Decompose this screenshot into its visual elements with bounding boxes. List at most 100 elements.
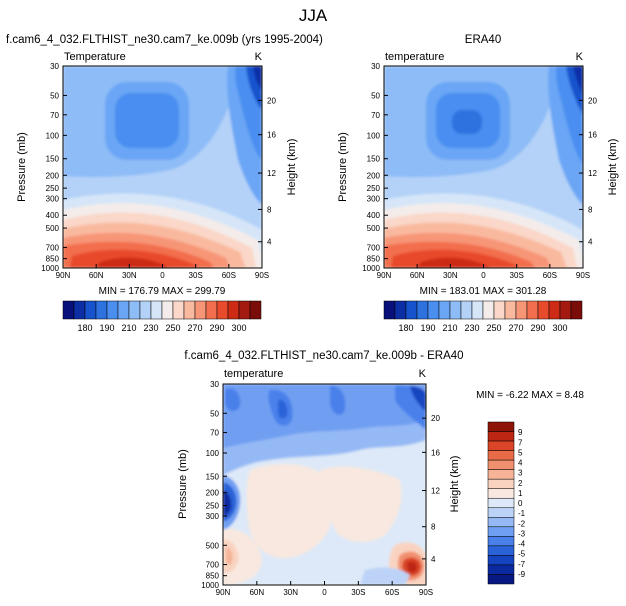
y-tick-label: 30	[210, 380, 219, 389]
contour-band	[410, 386, 426, 412]
colorbar-swatch	[161, 300, 174, 320]
y-tick-label: 70	[50, 111, 59, 120]
y-tick-label: 30	[371, 62, 380, 71]
colorbar-label: 290	[209, 323, 224, 333]
panel-title: f.cam6_4_032.FLTHIST_ne30.cam7_ke.009b -…	[184, 350, 463, 362]
min-max-text: MIN = -6.22 MAX = 8.48	[476, 390, 584, 401]
colorbar-label: 3	[518, 469, 523, 478]
colorbar-label: -3	[518, 529, 526, 538]
y-tick-label: 1000	[41, 264, 59, 273]
colorbar-label: 4	[518, 459, 523, 468]
y2-axis-label: Height (km)	[449, 456, 461, 513]
colorbar-swatch	[487, 421, 515, 432]
panel-title: ERA40	[465, 34, 501, 46]
panel-variable-label: temperature	[224, 368, 283, 380]
colorbar-swatch	[416, 300, 429, 320]
y-axis-label: Pressure (mb)	[337, 132, 349, 202]
y2-tick-label: 20	[588, 96, 597, 105]
y2-tick-label: 12	[267, 169, 276, 178]
panel-model: f.cam6_4_032.FLTHIST_ne30.cam7_ke.009b (…	[6, 34, 323, 333]
y-tick-label: 150	[46, 155, 60, 164]
colorbar-swatch	[559, 300, 572, 320]
contour-band	[246, 464, 332, 559]
y-tick-label: 850	[206, 572, 220, 581]
y-tick-label: 250	[367, 184, 381, 193]
x-tick-label: 30N	[122, 271, 137, 280]
y2-tick-label: 20	[431, 414, 440, 423]
colorbar-swatch	[548, 300, 561, 320]
contour-band	[573, 66, 583, 95]
colorbar-label: 2	[518, 479, 523, 488]
colorbar-swatch	[504, 300, 517, 320]
colorbar-swatch	[493, 300, 506, 320]
contour-band	[115, 93, 179, 148]
colorbar-label: 5	[518, 448, 523, 457]
colorbar-swatch	[73, 300, 86, 320]
colorbar-label: 1	[518, 489, 523, 498]
y2-tick-label: 16	[588, 131, 597, 140]
colorbar-swatch	[95, 300, 108, 320]
panel-difference: f.cam6_4_032.FLTHIST_ne30.cam7_ke.009b -…	[177, 350, 584, 597]
colorbar-swatch	[249, 300, 262, 320]
colorbar-label: -1	[518, 509, 526, 518]
colorbar-swatch	[487, 450, 515, 461]
colorbar-label: -9	[518, 570, 526, 579]
colorbar-label: 9	[518, 428, 523, 437]
colorbar-swatch	[487, 507, 515, 518]
y-tick-label: 300	[367, 195, 381, 204]
x-tick-label: 30S	[351, 588, 365, 597]
contour-band	[278, 399, 288, 419]
colorbar-swatch	[487, 469, 515, 480]
y-tick-label: 500	[46, 224, 60, 233]
colorbar-swatch	[238, 300, 251, 320]
contour-band	[223, 490, 232, 516]
contour-field	[384, 66, 583, 268]
colorbar-label: 270	[508, 323, 523, 333]
colorbar-swatch	[128, 300, 141, 320]
y2-tick-label: 4	[267, 238, 272, 247]
y-tick-label: 250	[46, 184, 60, 193]
y-tick-label: 1000	[362, 264, 380, 273]
colorbar-swatch	[487, 488, 515, 499]
colorbar-swatch	[487, 497, 515, 509]
x-tick-label: 60N	[410, 271, 425, 280]
y2-tick-label: 20	[267, 96, 276, 105]
panel-unit-label: K	[419, 368, 427, 380]
colorbar-label: 300	[552, 323, 567, 333]
x-tick-label: 0	[322, 588, 327, 597]
x-tick-label: 90S	[576, 271, 590, 280]
colorbar-swatch	[62, 300, 75, 320]
contour-band	[452, 110, 482, 134]
y2-tick-label: 4	[431, 555, 436, 564]
colorbar-swatch	[150, 300, 163, 320]
colorbar-label: 300	[231, 323, 246, 333]
colorbar-label: 230	[464, 323, 479, 333]
x-tick-label: 0	[160, 271, 165, 280]
colorbar-label: 250	[486, 323, 501, 333]
min-max-text: MIN = 183.01 MAX = 301.28	[420, 286, 547, 297]
y-tick-label: 50	[50, 91, 59, 100]
colorbar-swatch	[487, 526, 515, 537]
colorbar-swatch	[487, 574, 515, 585]
y2-tick-label: 8	[588, 205, 593, 214]
colorbar-swatch	[487, 545, 515, 556]
colorbar-swatch	[471, 300, 484, 320]
colorbar-label: -7	[518, 560, 526, 569]
contour-field	[63, 66, 262, 268]
panel-era40: ERA40 temperature K	[337, 34, 619, 333]
colorbar-swatch	[383, 300, 396, 320]
colorbar-label: 210	[442, 323, 457, 333]
y-tick-label: 500	[367, 224, 381, 233]
y-tick-label: 700	[46, 243, 60, 252]
y-tick-label: 70	[210, 429, 219, 438]
colorbar-label: 250	[165, 323, 180, 333]
colorbar-label: 180	[398, 323, 413, 333]
colorbar-swatch	[106, 300, 119, 320]
y-tick-label: 500	[206, 541, 220, 550]
contour-band	[330, 385, 346, 415]
colorbar-swatch	[460, 300, 473, 320]
y-tick-label: 250	[206, 502, 220, 511]
y2-axis-label: Height (km)	[286, 139, 298, 196]
y-tick-label: 70	[371, 111, 380, 120]
x-tick-label: 30N	[283, 588, 298, 597]
